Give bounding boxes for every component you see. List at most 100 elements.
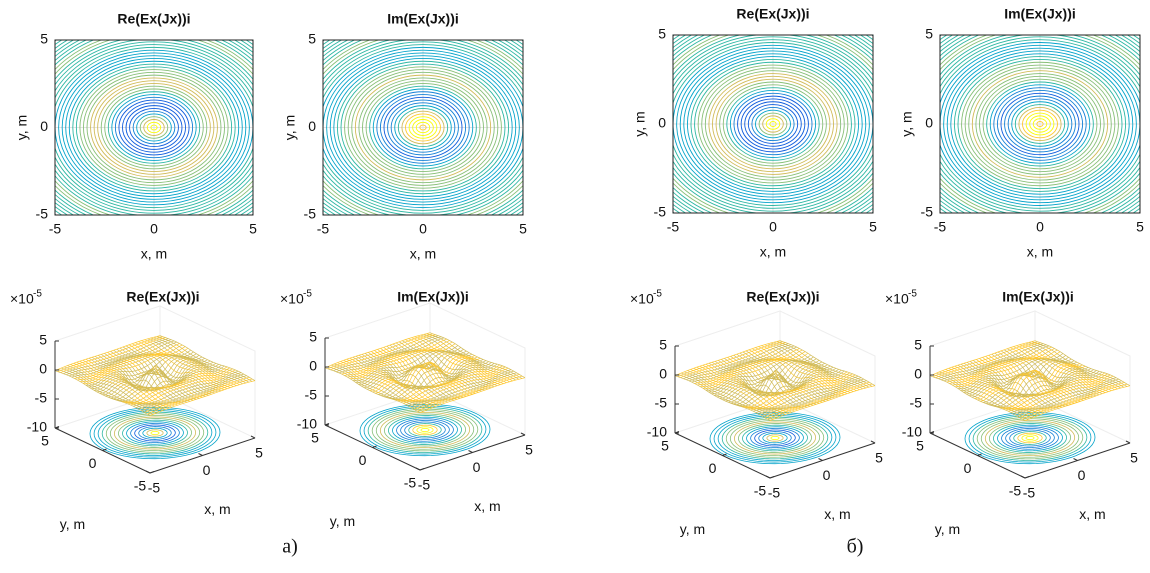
x-tick [415, 467, 421, 471]
contour-line [986, 81, 1094, 167]
surface-line [957, 353, 1064, 389]
z-tick-label: 0 [309, 358, 317, 374]
z-tick-label: 5 [39, 332, 47, 348]
floor-contour [420, 427, 430, 433]
surface-line [355, 347, 461, 383]
contour-lines [55, 40, 253, 215]
surface-line [983, 367, 1089, 403]
x-tick-label: -5 [667, 219, 680, 235]
surface-line [725, 365, 831, 402]
contour-line [758, 112, 788, 136]
floor-contour [93, 408, 217, 458]
floor-contour [388, 415, 462, 445]
surface-line [135, 372, 242, 408]
contour-line [55, 41, 253, 214]
floor-contour [371, 408, 479, 452]
surface-line [674, 340, 781, 376]
x-tick [468, 450, 473, 453]
surface-line [697, 349, 803, 386]
floor-contour [118, 418, 192, 448]
surface-line [394, 364, 501, 401]
x-tick-label: 5 [1136, 219, 1144, 235]
floor-contours [359, 403, 491, 457]
surface-line [408, 370, 514, 407]
contour-line [86, 74, 222, 181]
surface-line [974, 363, 1080, 399]
surface-line [1022, 383, 1128, 420]
contour-line [354, 74, 492, 181]
surface-line [960, 355, 1066, 391]
surface-line [386, 362, 492, 398]
x-tick [145, 470, 151, 474]
contour-line [340, 63, 506, 192]
x-tick [818, 458, 823, 461]
chart-title: Re(Ex(Jx))i [736, 6, 809, 22]
contour-line [971, 70, 1109, 178]
contour-line [97, 82, 211, 173]
surface-line [74, 343, 180, 379]
y-axis-label: y, m [680, 521, 705, 537]
surface-line [417, 375, 523, 412]
contour-line [104, 88, 204, 167]
surface-line [758, 378, 864, 415]
contour-line [726, 87, 820, 161]
floor-contour [363, 405, 487, 455]
chart-title: Re(Ex(Jx))i [117, 11, 190, 27]
contour-line [55, 44, 253, 211]
y-tick-label: 5 [308, 31, 316, 47]
x-axis-label: x, m [1027, 244, 1053, 260]
surface-line [159, 335, 256, 381]
contour-line [329, 55, 517, 200]
contour-line [1022, 109, 1058, 139]
contour-line [1032, 118, 1048, 130]
x-tick [1073, 458, 1078, 461]
contour-line [387, 99, 459, 156]
contour-line [58, 52, 250, 203]
z-tick-label: -10 [902, 424, 922, 440]
surface-line [705, 354, 811, 391]
y-axis-label: y, m [899, 111, 915, 136]
surface-line [929, 340, 1036, 377]
x-tick [520, 432, 526, 436]
floor-contour [400, 419, 450, 441]
back-wall [1034, 310, 1131, 444]
x-tick-label: 5 [519, 221, 527, 237]
contour-line [1025, 112, 1055, 136]
y-tick [102, 448, 107, 451]
contour-line [1029, 115, 1051, 133]
x-tick-label: -5 [934, 219, 947, 235]
y-tick-label: -5 [654, 204, 667, 220]
x-tick-label: 5 [249, 221, 257, 237]
surface-line [378, 359, 484, 395]
contour-line [107, 91, 201, 164]
back-wall [429, 302, 526, 436]
surface-line [691, 346, 797, 383]
surface-line [352, 345, 459, 381]
surface-line [733, 369, 839, 405]
surface-line [60, 337, 166, 373]
contour-line [351, 71, 495, 184]
surface-line [955, 351, 1061, 388]
floor-contour [746, 426, 804, 450]
floor-contours [709, 411, 841, 465]
floor-contour [1021, 434, 1039, 442]
surface-line [935, 342, 1041, 379]
surface-line [397, 365, 503, 402]
surface-line [716, 361, 823, 398]
surface-line [350, 343, 456, 380]
floor-contour [109, 414, 201, 452]
surface-line [405, 369, 512, 405]
contour-line [150, 124, 158, 131]
y-axis-label: y, m [282, 115, 298, 140]
surface-line [753, 375, 859, 412]
floor-contour [717, 415, 833, 461]
contour-line [765, 118, 781, 130]
y-axis-label: y, m [632, 111, 648, 136]
y-tick-label: -5 [36, 206, 49, 222]
contour-line [694, 61, 852, 187]
floor-contour [968, 413, 1092, 463]
floor-contour [980, 418, 1080, 458]
surface-line [144, 376, 250, 413]
floor-contour [725, 418, 825, 458]
contour-line [1007, 98, 1073, 150]
